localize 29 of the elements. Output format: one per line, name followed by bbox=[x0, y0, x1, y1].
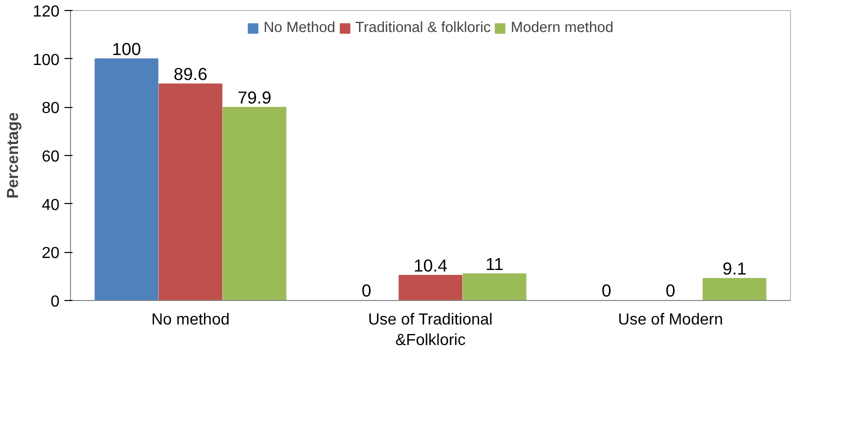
y-tick-label: 40 bbox=[42, 196, 60, 214]
data-label: 10.4 bbox=[414, 255, 448, 276]
data-label: 89.6 bbox=[174, 64, 208, 84]
bar bbox=[94, 58, 158, 300]
y-tick-label: 120 bbox=[32, 4, 60, 20]
y-tick-label: 0 bbox=[50, 294, 60, 310]
legend-label: Modern method bbox=[510, 20, 614, 36]
legend-label: No Method bbox=[264, 20, 336, 36]
bar bbox=[462, 273, 526, 300]
x-tick-label: No method bbox=[151, 312, 230, 328]
bar bbox=[222, 106, 286, 300]
legend-label: Traditional & folkloric bbox=[355, 20, 491, 36]
x-tick-label: Use of Traditional &Folkloric bbox=[368, 312, 493, 349]
data-label: 0 bbox=[362, 280, 372, 300]
bar bbox=[398, 274, 462, 300]
y-tick-label: 100 bbox=[32, 52, 60, 69]
y-axis-title: Percentage bbox=[4, 112, 22, 199]
x-tick-label: Use of Modern bbox=[618, 312, 723, 328]
data-label: 0 bbox=[602, 280, 612, 300]
y-tick-label: 20 bbox=[42, 245, 60, 262]
y-tick-label: 80 bbox=[42, 100, 60, 118]
data-label: 100 bbox=[112, 38, 141, 59]
bar bbox=[702, 278, 766, 300]
data-label: 11 bbox=[486, 254, 504, 274]
bar bbox=[158, 83, 222, 300]
data-label: 79.9 bbox=[238, 87, 272, 108]
data-label: 9.1 bbox=[722, 258, 747, 279]
data-label: 0 bbox=[666, 280, 676, 300]
y-tick-label: 60 bbox=[42, 148, 60, 166]
